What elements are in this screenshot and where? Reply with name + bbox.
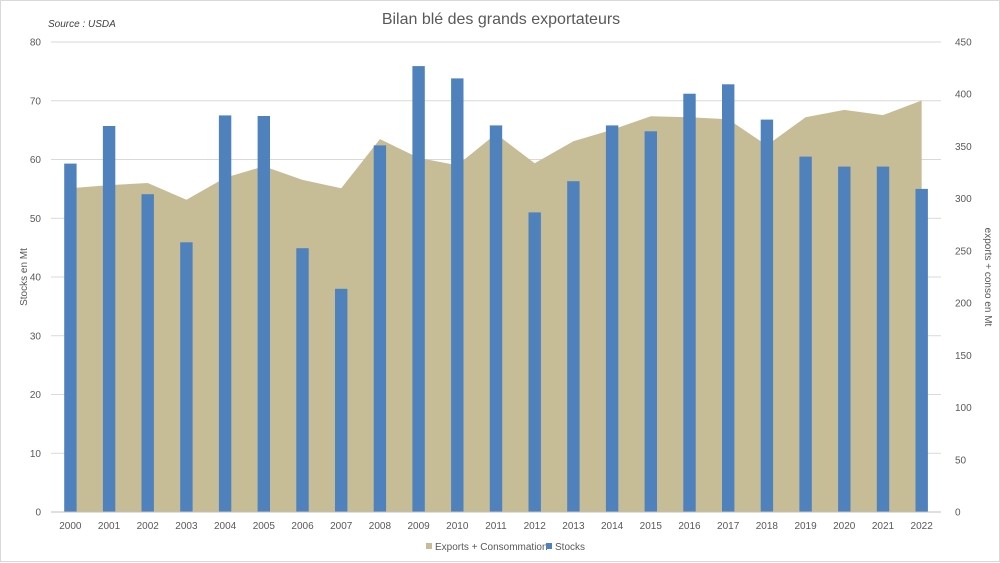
x-axis-tick-label: 2022 bbox=[911, 521, 934, 532]
bar-stocks-2005 bbox=[257, 116, 270, 512]
right-axis-tick-label: 150 bbox=[955, 351, 972, 362]
left-axis-tick-label: 70 bbox=[30, 96, 42, 107]
bar-stocks-2015 bbox=[644, 131, 657, 513]
x-axis-tick-label: 2009 bbox=[407, 521, 430, 532]
bar-stocks-2016 bbox=[683, 93, 696, 512]
right-axis-tick-label: 200 bbox=[955, 299, 972, 310]
x-axis-tick-label: 2020 bbox=[833, 521, 856, 532]
right-axis-tick-label: 400 bbox=[955, 90, 972, 101]
bar-stocks-2018 bbox=[760, 119, 774, 512]
left-axis-title: Stocks en Mt bbox=[19, 248, 30, 306]
x-axis-tick-label: 2015 bbox=[640, 521, 663, 532]
left-axis-tick-label: 0 bbox=[35, 508, 41, 519]
bar-stocks-2007 bbox=[335, 288, 348, 513]
right-axis-tick-label: 450 bbox=[955, 38, 972, 49]
bar-stocks-2010 bbox=[451, 78, 464, 513]
bar-stocks-2000 bbox=[64, 163, 77, 512]
x-axis-tick-label: 2013 bbox=[562, 521, 585, 532]
bar-stocks-2017 bbox=[722, 84, 735, 513]
bar-stocks-2013 bbox=[567, 181, 580, 512]
bar-stocks-2008 bbox=[373, 145, 387, 512]
x-axis-tick-label: 2004 bbox=[214, 521, 237, 532]
bar-series-layer bbox=[64, 66, 928, 513]
bar-stocks-2014 bbox=[605, 125, 619, 513]
right-axis-tick-label: 100 bbox=[955, 403, 972, 414]
bar-stocks-2012 bbox=[528, 212, 541, 512]
bar-stocks-2020 bbox=[838, 166, 851, 512]
legend-label-exports-consommation: Exports + Consommation bbox=[435, 542, 548, 553]
bar-stocks-2004 bbox=[218, 115, 232, 513]
axes-layer: 0 10 20 30 40 50 60 70 80 0 50 100 150 200 250 300 350 40… bbox=[30, 38, 972, 533]
bar-stocks-2019 bbox=[799, 156, 812, 512]
bar-stocks-2021 bbox=[876, 166, 890, 512]
left-axis-tick-label: 80 bbox=[30, 38, 42, 49]
x-axis-tick-label: 2007 bbox=[330, 521, 353, 532]
x-axis-tick-label: 2001 bbox=[98, 521, 121, 532]
x-axis-tick-label: 2019 bbox=[794, 521, 817, 532]
x-axis-tick-label: 2016 bbox=[678, 521, 701, 532]
left-axis-tick-label: 40 bbox=[30, 273, 42, 284]
x-axis-tick-label: 2006 bbox=[291, 521, 314, 532]
bar-stocks-2002 bbox=[141, 194, 154, 512]
right-axis-title: exports + conso en Mt bbox=[982, 228, 993, 327]
x-axis-tick-label: 2008 bbox=[369, 521, 392, 532]
legend-swatch-stocks bbox=[546, 543, 552, 549]
right-axis-tick-label: 350 bbox=[955, 142, 972, 153]
left-axis-tick-label: 60 bbox=[30, 155, 42, 166]
bar-stocks-2006 bbox=[296, 248, 309, 512]
x-axis-tick-label: 2014 bbox=[601, 521, 624, 532]
bar-stocks-2022 bbox=[915, 188, 928, 512]
bar-stocks-2009 bbox=[412, 66, 425, 512]
right-axis-tick-label: 250 bbox=[955, 246, 972, 257]
right-axis-tick-label: 0 bbox=[955, 508, 961, 519]
right-axis-tick-label: 50 bbox=[955, 455, 967, 466]
x-axis-tick-label: 2017 bbox=[717, 521, 740, 532]
chart-source: Source : USDA bbox=[48, 19, 116, 30]
x-axis-tick-label: 2012 bbox=[524, 521, 547, 532]
x-axis-tick-label: 2021 bbox=[872, 521, 895, 532]
bar-stocks-2001 bbox=[102, 126, 116, 512]
left-axis-tick-label: 10 bbox=[30, 449, 42, 460]
legend-label-stocks: Stocks bbox=[555, 542, 585, 553]
x-axis-tick-label: 2003 bbox=[175, 521, 198, 532]
x-axis-tick-label: 2011 bbox=[485, 521, 507, 532]
x-axis-tick-label: 2002 bbox=[137, 521, 160, 532]
left-axis-tick-label: 30 bbox=[30, 331, 42, 342]
x-axis-tick-label: 2010 bbox=[446, 521, 469, 532]
x-axis-tick-label: 2000 bbox=[59, 521, 82, 532]
x-axis-tick-label: 2018 bbox=[756, 521, 779, 532]
right-axis-tick-label: 300 bbox=[955, 194, 972, 205]
x-axis-tick-label: 2005 bbox=[253, 521, 276, 532]
chart-title: Bilan blé des grands exportateurs bbox=[382, 11, 620, 28]
bar-stocks-2011 bbox=[489, 125, 503, 513]
legend: Exports + Consommation Stocks bbox=[426, 542, 585, 553]
legend-swatch-exports-consommation bbox=[426, 543, 432, 549]
bar-stocks-2003 bbox=[180, 242, 193, 513]
left-axis-tick-label: 50 bbox=[30, 214, 42, 225]
left-axis-tick-label: 20 bbox=[30, 390, 42, 401]
